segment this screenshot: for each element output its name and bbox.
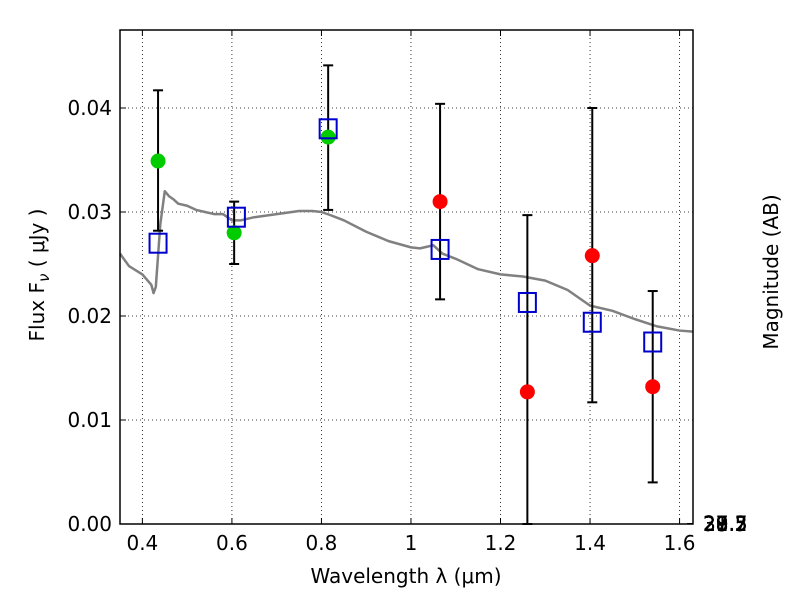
y-tick-label: 0.03 [67,200,112,224]
photometry-point [645,379,661,395]
right-axis-title: Magnitude (AB) [759,194,783,349]
model-photometry-square [430,238,450,260]
y-axis-title: Flux Fν ( μJy ) [25,209,53,342]
data-markers-layer [148,118,663,400]
model-photometry-square [148,232,168,254]
photometry-point [226,225,242,241]
photometry-point [150,153,166,169]
y-axis-title-main: Flux F [25,282,49,341]
photometry-point [519,384,535,400]
model-photometry-square [643,331,663,353]
y-tick-label: 0.04 [67,96,112,120]
right-tick-label: 29 [703,512,728,536]
y-tick-label: 0.00 [67,512,112,536]
x-tick-label: 1.6 [664,531,696,555]
model-photometry-square [582,311,602,333]
right-tick-label: 28.2 [703,512,748,536]
plot-frame [119,29,694,525]
x-tick-label: 1.2 [485,531,517,555]
right-tick-label: 27.3 [703,512,748,536]
photometry-point [320,129,336,145]
x-axis-title: Wavelength λ (μm) [310,564,501,588]
x-tick-label: 0.6 [216,531,248,555]
right-tick-label: 28.5 [703,512,748,536]
right-tick-label: 27.7 [703,512,748,536]
right-tick-label: 30 [703,512,728,536]
axis-ticks: 0.4 0.6 0.8 1 1.2 1.4 1.6 0.00 0.01 0.02 0.03 0.04 2… [67,30,748,555]
x-tick-label: 0.4 [126,531,158,555]
x-tick-label: 1.4 [574,531,606,555]
right-tick-label: 29.5 [703,512,748,536]
right-tick-label: 27.5 [703,512,748,536]
model-photometry-square [517,291,537,313]
y-axis-title-unit: ( μJy ) [25,209,49,274]
y-tick-label: 0.01 [67,408,112,432]
y-tick-label: 0.02 [67,304,112,328]
right-tick-label: 31 [703,512,728,536]
error-bars-layer [153,64,658,525]
x-tick-label: 0.8 [306,531,338,555]
model-photometry-square [318,118,338,140]
model-spectrum-layer [118,189,694,333]
photometry-point [432,194,448,210]
model-spectrum-line [118,189,694,333]
photometry-point [584,248,600,264]
grid-lines [120,30,693,525]
x-tick-label: 1 [405,531,418,555]
right-tick-label: 28 [703,512,728,536]
y-axis-title-subscript: ν [35,274,53,282]
model-photometry-square [226,206,246,228]
